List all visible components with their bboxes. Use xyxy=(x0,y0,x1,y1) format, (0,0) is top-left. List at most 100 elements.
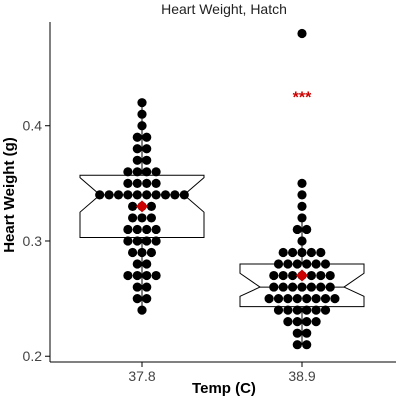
x-axis-label: Temp (C) xyxy=(192,380,256,397)
data-point xyxy=(128,213,138,223)
data-point xyxy=(297,190,307,200)
chart-title: Heart Weight, Hatch xyxy=(161,1,287,17)
data-point xyxy=(302,328,312,338)
data-point xyxy=(330,294,340,304)
data-point xyxy=(132,155,142,165)
data-point xyxy=(142,155,152,165)
data-point xyxy=(292,224,302,235)
data-point xyxy=(297,201,307,212)
data-point xyxy=(320,294,331,304)
y-tick-label: 0.2 xyxy=(23,348,43,364)
data-point xyxy=(142,144,152,154)
data-point xyxy=(137,213,147,223)
data-point xyxy=(311,317,321,327)
data-point xyxy=(137,121,147,131)
data-point xyxy=(278,282,288,292)
data-point xyxy=(264,294,274,304)
data-point xyxy=(142,190,152,200)
data-point xyxy=(132,132,142,142)
data-point xyxy=(151,190,161,200)
data-point xyxy=(146,213,156,223)
data-point xyxy=(160,190,171,200)
data-point xyxy=(146,247,156,258)
data-point xyxy=(283,305,293,315)
data-point xyxy=(306,270,316,281)
data-point xyxy=(137,109,147,119)
data-point xyxy=(288,270,298,281)
data-point xyxy=(123,190,133,200)
data-point xyxy=(292,259,302,269)
mean-marker xyxy=(136,200,148,213)
data-point xyxy=(325,282,335,292)
data-point xyxy=(297,247,307,258)
data-point xyxy=(292,317,302,327)
x-tick-label: 37.8 xyxy=(128,368,155,384)
data-point xyxy=(325,270,335,281)
data-point xyxy=(132,167,142,177)
data-point xyxy=(142,224,152,235)
data-point xyxy=(311,294,321,304)
data-point xyxy=(137,305,147,315)
data-point xyxy=(283,317,293,327)
data-point xyxy=(132,294,142,304)
data-point xyxy=(306,282,316,292)
data-point xyxy=(146,201,156,212)
data-point xyxy=(278,270,288,281)
data-point xyxy=(302,224,312,235)
data-point xyxy=(269,282,279,292)
x-axis: 37.8 38.9 xyxy=(128,362,316,384)
plot-area xyxy=(79,28,365,350)
data-point xyxy=(142,282,152,292)
data-point xyxy=(151,178,161,188)
data-point xyxy=(297,213,307,223)
data-point xyxy=(95,190,105,200)
data-point xyxy=(132,236,142,246)
data-point xyxy=(297,178,307,188)
data-point xyxy=(142,236,152,246)
data-point xyxy=(273,259,284,269)
data-point xyxy=(320,305,331,315)
data-point xyxy=(142,270,152,281)
data-point xyxy=(132,270,142,281)
data-point xyxy=(142,178,152,188)
data-point xyxy=(132,282,142,292)
data-point xyxy=(142,132,152,142)
data-point xyxy=(104,190,114,200)
y-tick-label: 0.3 xyxy=(23,233,43,249)
y-axis-label: Heart Weight (g) xyxy=(1,137,18,253)
data-point xyxy=(123,178,133,188)
data-point xyxy=(132,144,142,154)
y-axis: 0.2 0.3 0.4 xyxy=(23,118,50,364)
data-point xyxy=(283,294,293,304)
data-point xyxy=(151,224,161,235)
mean-marker xyxy=(296,269,308,282)
data-point xyxy=(292,294,302,304)
data-point xyxy=(283,259,293,269)
data-point xyxy=(137,98,147,108)
data-point xyxy=(297,28,307,39)
data-point xyxy=(273,305,284,315)
data-point xyxy=(316,282,326,292)
data-point xyxy=(278,247,288,258)
data-point xyxy=(292,328,302,338)
data-point xyxy=(292,305,302,315)
data-point xyxy=(151,270,161,281)
data-point xyxy=(311,259,321,269)
data-point xyxy=(170,190,180,200)
data-point xyxy=(128,247,138,258)
data-point xyxy=(132,259,142,269)
data-point xyxy=(123,167,133,177)
data-point xyxy=(297,236,307,246)
data-point xyxy=(302,294,312,304)
data-point xyxy=(288,247,298,258)
data-point xyxy=(316,270,326,281)
data-point xyxy=(132,190,142,200)
significance-annotation: *** xyxy=(293,90,312,107)
data-point xyxy=(137,247,147,258)
data-point xyxy=(132,178,142,188)
data-point xyxy=(273,294,284,304)
data-point xyxy=(142,167,152,177)
data-point xyxy=(288,282,298,292)
data-point xyxy=(320,259,331,269)
